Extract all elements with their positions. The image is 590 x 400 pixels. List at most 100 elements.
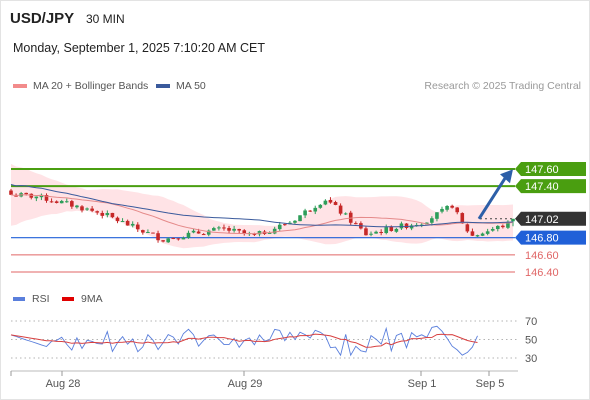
candle-body xyxy=(105,213,110,216)
candle-body xyxy=(283,224,287,226)
x-tick-label: Aug 28 xyxy=(46,378,81,390)
candle-body xyxy=(90,208,94,211)
candle-body xyxy=(201,234,206,236)
symbol-title: USD/JPY xyxy=(10,10,75,27)
candle-body xyxy=(227,228,231,231)
candle-body xyxy=(501,225,505,228)
candle-body xyxy=(399,223,404,229)
candle-body xyxy=(166,238,170,243)
candle-body xyxy=(222,227,226,229)
bollinger-band-area xyxy=(11,163,513,249)
candle-body xyxy=(440,208,444,212)
candle-body xyxy=(394,228,399,232)
candle-body xyxy=(490,228,495,231)
candle-body xyxy=(146,232,150,234)
candle-body xyxy=(460,213,465,224)
candle-body xyxy=(85,208,89,210)
candle-body xyxy=(308,210,312,212)
candle-body xyxy=(293,220,297,223)
candle-body xyxy=(181,237,186,240)
rsi-panel: 70 50 30 xyxy=(10,316,537,365)
candle-body xyxy=(495,225,500,230)
candle-body xyxy=(409,225,414,229)
candle-body xyxy=(54,201,59,203)
level-tag-147-02 xyxy=(515,211,586,226)
x-tick-label: Sep 1 xyxy=(408,378,437,390)
candle-body xyxy=(252,233,257,235)
candle-body xyxy=(196,231,201,234)
candle-body xyxy=(191,230,196,233)
candle-body xyxy=(217,227,221,229)
rsi-tick-30: 30 xyxy=(525,353,537,365)
candle-body xyxy=(313,207,318,212)
candle-body xyxy=(277,224,282,230)
candle-body xyxy=(364,228,368,236)
moving-averages-layer xyxy=(10,169,514,235)
candle-body xyxy=(328,199,333,203)
bollinger-layer xyxy=(11,163,513,249)
candle-body xyxy=(374,231,378,234)
candle-body xyxy=(470,231,475,236)
level-tag-147-60 xyxy=(515,162,586,176)
candle-body xyxy=(354,223,358,225)
candle-body xyxy=(186,232,191,238)
candle-body xyxy=(333,202,338,205)
forecast-arrowhead-icon xyxy=(500,169,513,184)
candle-body xyxy=(272,228,277,234)
legend-rsi-ma-label: 9MA xyxy=(81,293,103,305)
candle-body xyxy=(430,218,434,223)
candle-body xyxy=(343,213,348,215)
candle-body xyxy=(44,195,49,201)
candle-body xyxy=(130,223,135,226)
copyright-label: Research © 2025 Trading Central xyxy=(424,80,581,92)
timeframe-label: 30 MIN xyxy=(86,12,125,26)
levels-layer xyxy=(11,168,515,273)
candle-body xyxy=(323,200,328,205)
candle-body xyxy=(445,205,449,210)
level-label-147-60: 147.60 xyxy=(525,164,559,176)
ma20-line xyxy=(10,194,514,235)
candle-body xyxy=(135,224,140,230)
candle-body xyxy=(110,212,115,218)
level-label-146-60: 146.60 xyxy=(525,250,559,262)
level-labels-layer: 147.60 147.40 147.02 146.80 146.60 146.40 xyxy=(515,162,586,279)
candle-body xyxy=(95,211,100,213)
candle-body xyxy=(338,205,343,214)
rsi-tick-70: 70 xyxy=(525,316,537,328)
candle-body xyxy=(151,232,155,234)
level-label-146-80: 146.80 xyxy=(525,233,559,245)
candle-body xyxy=(379,231,383,233)
candle-body xyxy=(232,228,236,231)
rsi-ma-swatch-icon xyxy=(62,297,74,301)
candle-body xyxy=(161,240,165,242)
x-tick-label: Sep 5 xyxy=(476,378,505,390)
rsi-tick-50: 50 xyxy=(525,335,537,347)
candle-body xyxy=(511,218,515,222)
legend-rsi: RSI xyxy=(13,293,50,305)
candle-body xyxy=(237,228,241,231)
level-tag-146-80 xyxy=(515,230,586,245)
level-tag-147-40 xyxy=(515,179,586,194)
legend-rsi-label: RSI xyxy=(32,293,50,305)
candle-body xyxy=(115,217,120,222)
candle-body xyxy=(480,233,485,236)
candle-body xyxy=(141,230,145,233)
candle-body xyxy=(34,196,39,199)
candle-body xyxy=(206,230,211,235)
x-axis: Aug 28 Aug 29 Sep 1 Sep 5 xyxy=(10,370,518,390)
legend-bollinger: MA 20 + Bollinger Bands xyxy=(13,80,148,92)
legend-rsi-ma: 9MA xyxy=(62,293,103,305)
ma50-swatch-icon xyxy=(156,84,170,88)
level-label-146-40: 146.40 xyxy=(525,267,559,279)
candle-body xyxy=(24,192,29,195)
forecast-arrow xyxy=(477,177,507,220)
candle-body xyxy=(100,212,105,216)
candle-body xyxy=(267,232,272,234)
candle-body xyxy=(298,215,302,222)
candle-body xyxy=(485,231,490,234)
legend-ma50-label: MA 50 xyxy=(176,80,206,92)
candle-body xyxy=(435,212,439,219)
candle-body xyxy=(404,223,409,228)
candle-body xyxy=(303,210,307,216)
